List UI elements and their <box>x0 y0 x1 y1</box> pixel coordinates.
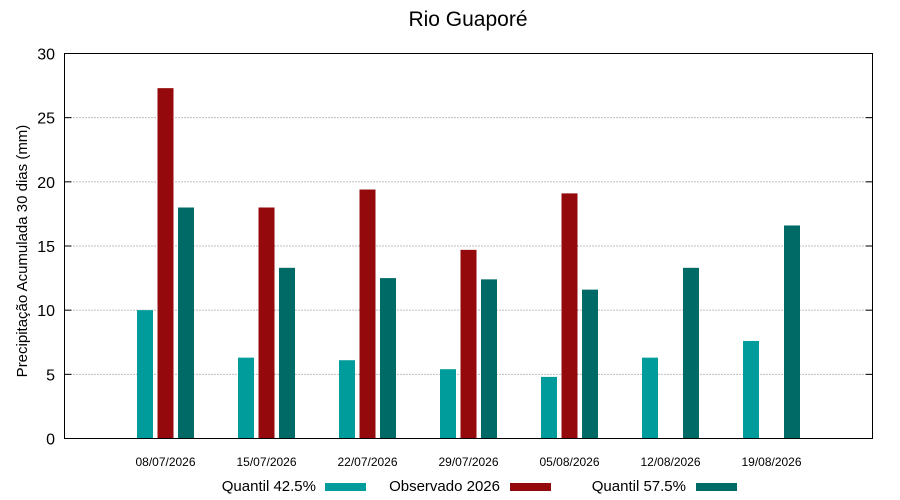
bar <box>541 376 557 439</box>
bar <box>137 310 153 439</box>
chart-title: Rio Guaporé <box>408 8 527 31</box>
legend: Quantil 42.5% Observado 2026 Quantil 57.5% <box>222 478 737 495</box>
bar <box>582 289 598 439</box>
legend-swatch <box>510 483 551 491</box>
bar <box>380 278 396 439</box>
y-tick-label: 25 <box>37 111 55 128</box>
bar <box>642 357 658 439</box>
bar <box>359 189 376 439</box>
x-tick-label: 12/08/2026 <box>640 455 700 469</box>
legend-swatch <box>325 483 366 491</box>
legend-label: Observado 2026 <box>389 478 500 495</box>
bar <box>279 267 295 439</box>
bar <box>460 249 477 439</box>
bar <box>339 360 355 439</box>
bar <box>178 207 194 439</box>
x-tick-label: 15/07/2026 <box>236 455 296 469</box>
legend-label: Quantil 57.5% <box>592 478 686 495</box>
x-tick-label: 29/07/2026 <box>438 455 498 469</box>
bar <box>440 369 456 439</box>
legend-label: Quantil 42.5% <box>222 478 316 495</box>
bar <box>784 225 800 439</box>
bar <box>157 88 174 439</box>
legend-swatch <box>696 483 737 491</box>
bar <box>258 207 275 439</box>
x-tick-label: 05/08/2026 <box>539 455 599 469</box>
y-axis-label: Precipitação Acumulada 30 dias (mm) <box>14 125 31 378</box>
y-tick-label: 0 <box>46 432 55 449</box>
bars <box>137 88 800 439</box>
bar <box>743 340 759 439</box>
bar <box>238 357 254 439</box>
x-ticks: 08/07/2026 15/07/2026 22/07/2026 29/07/2026… <box>135 455 801 469</box>
bar <box>481 279 497 439</box>
bar <box>561 193 578 439</box>
bar <box>683 267 699 439</box>
y-tick-label: 20 <box>37 175 55 192</box>
x-tick-label: 19/08/2026 <box>741 455 801 469</box>
y-ticks: 0 5 10 15 20 25 30 <box>37 47 873 449</box>
y-tick-label: 30 <box>37 47 55 64</box>
y-tick-label: 5 <box>46 367 55 384</box>
x-tick-label: 08/07/2026 <box>135 455 195 469</box>
y-tick-label: 15 <box>37 239 55 256</box>
x-tick-label: 22/07/2026 <box>337 455 397 469</box>
y-tick-label: 10 <box>37 303 55 320</box>
